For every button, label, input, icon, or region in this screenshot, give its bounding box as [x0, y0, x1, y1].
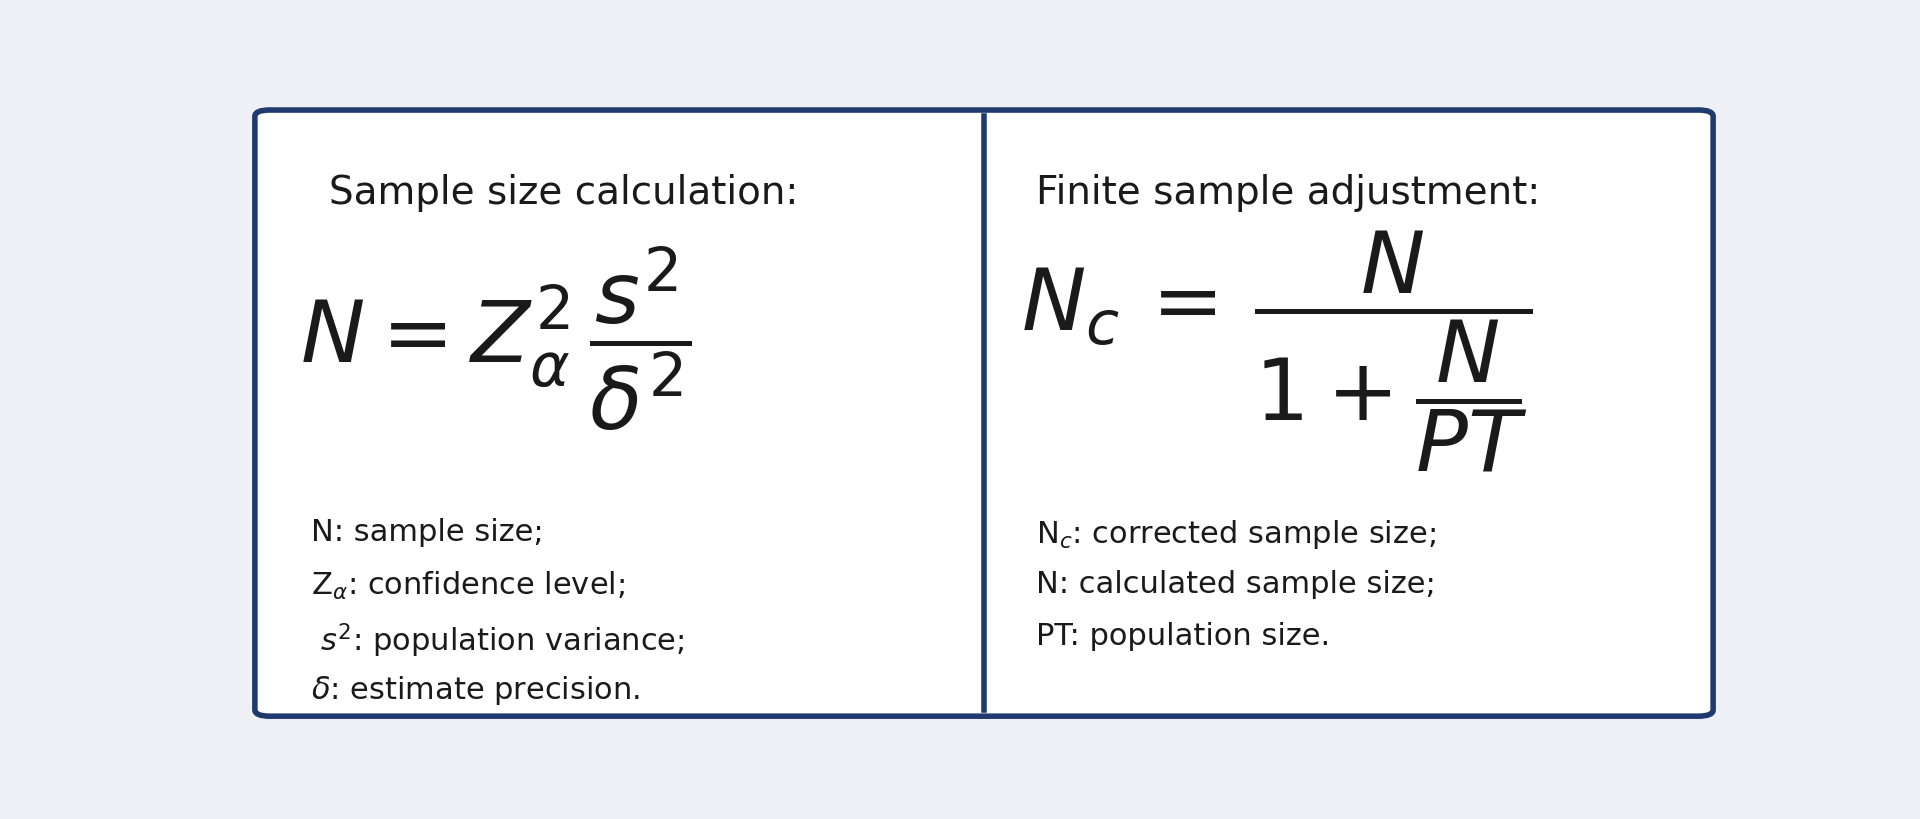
- Text: Finite sample adjustment:: Finite sample adjustment:: [1037, 174, 1540, 212]
- Text: N: sample size;: N: sample size;: [311, 518, 543, 546]
- Text: Z$_{\alpha}$: confidence level;: Z$_{\alpha}$: confidence level;: [311, 569, 626, 601]
- Text: PT: population size.: PT: population size.: [1037, 621, 1331, 650]
- Text: Sample size calculation:: Sample size calculation:: [330, 174, 799, 212]
- Text: $s^{2}$: population variance;: $s^{2}$: population variance;: [311, 621, 685, 659]
- Text: $N_c\, =\, \dfrac{N}{1 + \dfrac{N}{PT}}$: $N_c\, =\, \dfrac{N}{1 + \dfrac{N}{PT}}$: [1021, 228, 1532, 473]
- Text: $N = Z_{\alpha}^{2}\,\dfrac{s^{2}}{\delta^{2}}$: $N = Z_{\alpha}^{2}\,\dfrac{s^{2}}{\delt…: [300, 244, 691, 432]
- Text: $\delta$: estimate precision.: $\delta$: estimate precision.: [311, 672, 641, 706]
- FancyBboxPatch shape: [255, 111, 1713, 717]
- Text: N: calculated sample size;: N: calculated sample size;: [1037, 569, 1436, 599]
- Text: N$_c$: corrected sample size;: N$_c$: corrected sample size;: [1037, 518, 1436, 550]
